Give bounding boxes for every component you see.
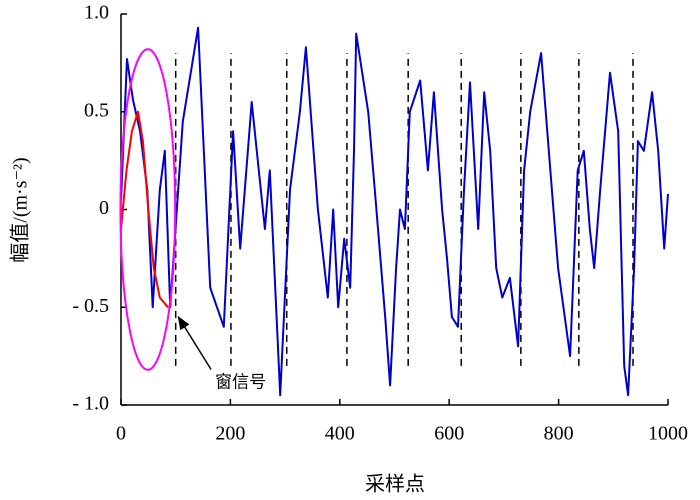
y-axis-label: 幅值/(m·s⁻²) [9,157,32,262]
y-tick-label: - 0.5 [72,295,109,317]
y-tick-label: 0 [99,197,109,219]
y-tick-label: 1.0 [84,2,109,24]
series-line [120,26,669,397]
window-ellipse [119,48,177,371]
x-tick-label: 1000 [648,423,688,445]
x-tick-label: 600 [434,423,464,445]
x-tick-label: 800 [544,423,574,445]
series-line [120,110,169,308]
annotation-arrow [177,315,212,370]
y-tick-label: 0.5 [84,99,109,121]
x-tick-label: 200 [215,423,245,445]
x-tick-label: 400 [325,423,355,445]
annotation-text: 窗信号 [215,372,266,391]
x-tick-label: 0 [116,423,126,445]
x-axis-label: 采样点 [365,473,425,496]
y-tick-label: - 1.0 [72,393,109,415]
